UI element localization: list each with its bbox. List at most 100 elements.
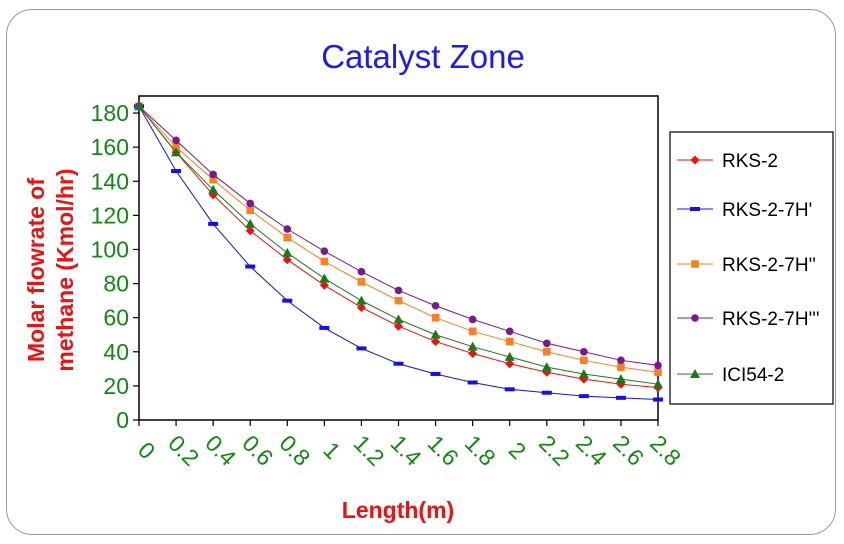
data-point [282,255,292,265]
plot-border [138,95,659,421]
data-point [245,264,256,269]
legend-marker [690,155,700,165]
legend-label: RKS-2-7H''' [722,309,819,330]
data-point [468,348,478,358]
data-point [394,286,403,295]
data-point [172,136,180,145]
x-tick-label: 0.8 [274,430,315,471]
data-point [504,387,515,392]
x-tick-label: 0.2 [163,430,204,471]
data-point [319,280,329,290]
data-point [580,347,588,356]
legend-marker [691,260,699,268]
legend-marker [690,369,700,378]
data-point [394,321,403,331]
x-tick-label: 0 [133,437,160,464]
data-point [653,397,663,402]
x-tick-label: 2.6 [608,430,649,471]
data-point [172,143,180,151]
series-4 [134,101,663,389]
data-point [245,218,256,228]
data-point [209,175,217,184]
data-point [357,278,366,286]
y-tick-label: 40 [103,339,129,365]
data-point [654,361,662,370]
series-1 [134,104,663,402]
y-tick-label: 180 [91,100,129,126]
y-tick-label: 60 [103,305,129,331]
data-point [134,101,144,111]
x-tick-label: 0.6 [237,430,278,471]
series-2 [135,102,662,377]
data-point [504,351,515,361]
data-point [171,169,182,174]
legend-label: RKS-2-7H'' [722,255,816,276]
data-point [468,315,477,324]
data-point [319,273,330,283]
data-point [430,329,441,339]
y-tick-label: 0 [116,407,129,433]
x-tick-label: 1.4 [386,430,427,471]
x-tick-label: 2 [504,437,531,464]
data-point [282,247,293,257]
legend-marker [691,314,699,322]
data-point [393,361,404,366]
x-tick-label: 1.6 [423,430,464,471]
x-tick-label: 0.4 [200,430,241,471]
x-tick-label: 1 [318,437,345,464]
data-point [653,379,663,389]
y-tick-label: 160 [91,134,129,160]
data-point [320,257,329,266]
x-tick-label: 1.8 [460,430,501,471]
data-point [246,199,255,208]
chart-title: Catalyst Zone [321,38,525,75]
data-point [580,356,588,365]
data-point [542,339,551,348]
data-point [431,301,440,310]
data-point [356,302,366,312]
legend-label: RKS-2 [722,151,778,172]
data-point [356,346,367,351]
legend: RKS-2 RKS-2-7H' RKS-2-7H'' RKS-2-7H''' ICI54… [669,131,834,405]
y-tick-label: 80 [103,271,129,297]
data-point [246,206,255,215]
y-tick-label: 100 [91,236,129,262]
y-tick-label: 20 [103,373,129,399]
data-point [542,347,551,356]
data-point [208,221,219,226]
data-point [617,356,625,365]
data-point [467,380,478,385]
data-point [431,313,440,322]
legend-label: RKS-2-7H' [722,200,812,221]
data-point [654,368,662,377]
data-point [505,359,515,369]
data-point [356,295,367,305]
x-tick-label: 2.4 [571,430,612,471]
x-tick-label: 2.8 [645,430,686,471]
data-point [171,147,182,157]
data-point [209,170,217,179]
data-point [320,247,329,255]
data-point [208,184,219,194]
x-tick-label: 2.2 [534,430,575,471]
data-point [393,314,404,324]
legend-marker [690,207,700,211]
data-point [468,327,477,336]
data-point [541,390,552,395]
series-3 [135,102,662,370]
x-tick-label: 1.2 [349,430,390,471]
data-point [394,296,403,305]
y-axis-label-line-2: methane (Kmol/hr) [52,168,78,371]
data-point [578,368,589,378]
data-point [505,337,514,346]
y-axis-label: Molar flowrate of methane (Kmol/hr) [23,168,78,371]
data-point [615,374,626,384]
data-point [615,395,626,400]
data-point [617,363,625,371]
data-point [431,337,441,347]
data-point [319,325,330,330]
legend-box [669,131,834,405]
y-axis-label-line-1: Molar flowrate of [23,178,49,362]
